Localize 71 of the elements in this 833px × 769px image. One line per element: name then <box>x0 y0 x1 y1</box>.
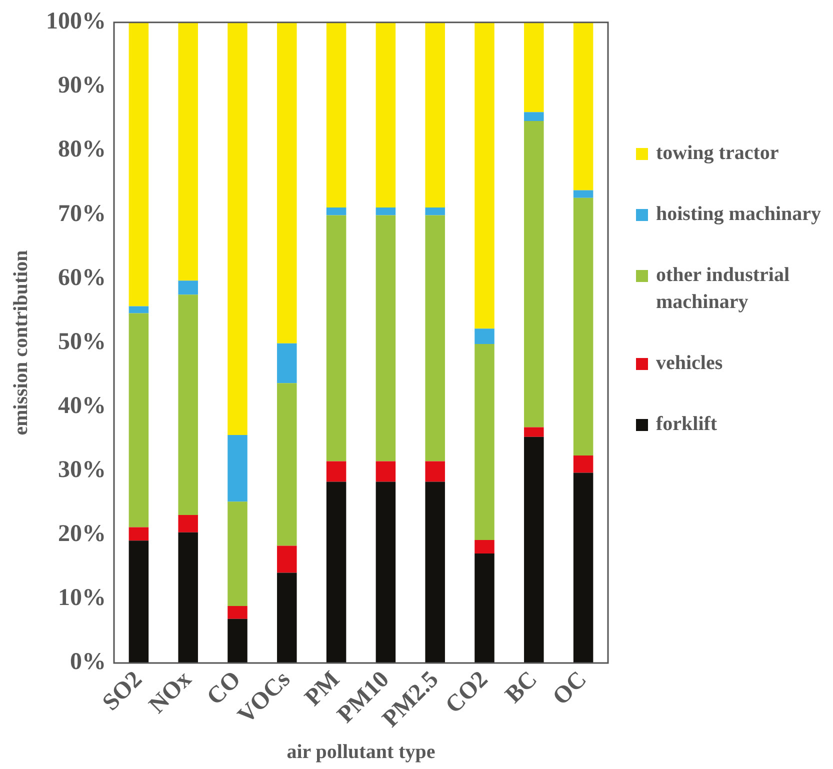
x-tick-label: OC <box>548 666 592 710</box>
legend-label: towing tractor <box>656 141 779 166</box>
bar <box>277 22 297 344</box>
bar <box>228 606 248 619</box>
bar <box>474 553 494 664</box>
bar <box>277 383 297 546</box>
bar <box>425 22 445 208</box>
bar <box>178 532 198 664</box>
bar <box>277 343 297 384</box>
bar <box>228 434 248 502</box>
bar <box>128 313 149 528</box>
bar <box>326 461 346 482</box>
bar <box>524 436 544 664</box>
y-tick-label: 50% <box>58 328 106 355</box>
bar <box>425 461 445 482</box>
x-axis-title: air pollutant type <box>286 741 436 764</box>
bar <box>128 540 149 664</box>
bar <box>474 22 494 329</box>
bar <box>573 198 594 456</box>
bar <box>376 215 396 462</box>
y-tick-label: 70% <box>58 200 106 227</box>
bar <box>524 427 544 437</box>
bar <box>178 294 198 516</box>
bar <box>228 22 248 435</box>
bar <box>573 190 594 198</box>
bar <box>376 461 396 482</box>
legend-label: forklift <box>656 412 718 437</box>
y-tick-label: 90% <box>58 72 106 99</box>
bar <box>178 280 198 295</box>
bar <box>524 112 544 122</box>
y-tick-label: 20% <box>58 521 106 548</box>
bar <box>178 515 198 532</box>
bar <box>277 546 297 573</box>
y-tick-label: 100% <box>46 8 106 35</box>
bar <box>524 121 544 428</box>
bar <box>524 22 544 112</box>
y-tick-label: 30% <box>58 457 106 484</box>
y-tick-label: 80% <box>58 136 106 163</box>
bar <box>228 502 248 606</box>
bar <box>425 208 445 216</box>
bar <box>128 22 149 306</box>
bar <box>277 572 297 664</box>
y-tick-label: 10% <box>58 585 106 612</box>
bar <box>326 208 346 216</box>
bar <box>425 215 445 462</box>
x-tick-label: CO2 <box>440 666 494 719</box>
bar <box>376 208 396 216</box>
bar <box>326 215 346 462</box>
bar <box>376 22 396 208</box>
bar <box>326 482 346 664</box>
bar <box>573 455 594 473</box>
y-tick-label: 40% <box>58 392 106 419</box>
bar <box>178 22 198 281</box>
legend-label: hoisting machinary <box>656 202 822 227</box>
y-axis-title: emission contribution <box>10 250 32 436</box>
bar <box>474 328 494 344</box>
bar <box>228 618 248 664</box>
bar <box>425 482 445 664</box>
bar <box>326 22 346 208</box>
bar <box>474 344 494 540</box>
legend-label: other industrial machinary <box>656 263 791 315</box>
y-tick-label: 60% <box>58 264 106 291</box>
y-tick-label: 0% <box>70 649 106 676</box>
bar <box>474 540 494 554</box>
bar <box>376 482 396 664</box>
bar <box>128 306 149 314</box>
bar <box>128 527 149 541</box>
bar <box>573 472 594 664</box>
bar <box>573 22 594 190</box>
legend-label: vehicles <box>656 351 723 376</box>
x-tick-label: BC <box>500 666 543 708</box>
